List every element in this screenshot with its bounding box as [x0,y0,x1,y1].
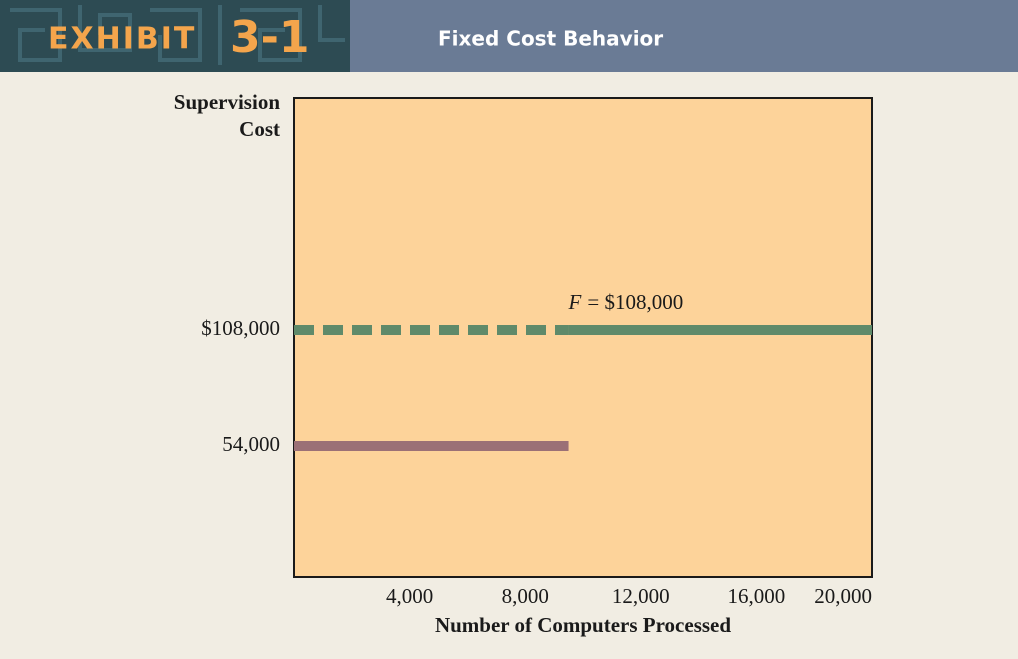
plot-area [293,97,873,578]
y-axis-label: Cost [239,117,280,141]
annotation: F = $108,000 [568,290,684,314]
x-tick-label: 20,000 [814,584,872,608]
annotation-text: = $108,000 [587,290,683,314]
x-tick-label: 4,000 [386,584,433,608]
y-axis-label: Supervision [174,90,281,114]
x-axis-label: Number of Computers Processed [435,613,731,637]
x-tick-label: 12,000 [612,584,670,608]
y-tick-label: 54,000 [222,432,280,456]
exhibit-number: 3-1 [230,12,310,63]
y-tick-label: $108,000 [201,316,280,340]
exhibit-label: EXHIBIT [48,22,196,57]
x-tick-label: 16,000 [728,584,786,608]
exhibit-title: Fixed Cost Behavior [438,27,663,51]
header-bar [350,0,1018,72]
x-tick-label: 8,000 [502,584,549,608]
annotation-variable: F [568,290,582,314]
maze-pattern [10,5,345,65]
